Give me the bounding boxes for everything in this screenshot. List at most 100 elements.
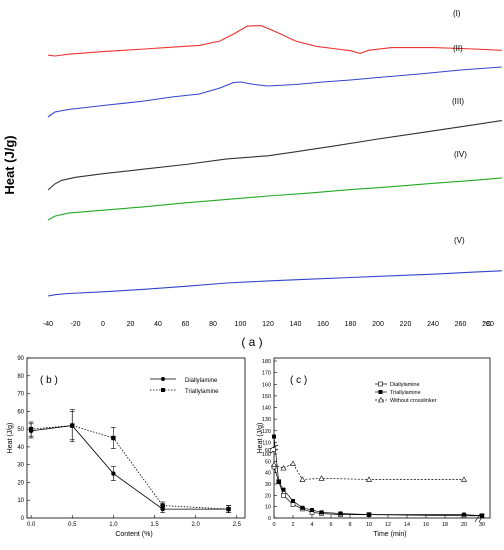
- x-tick-label-240: 240: [427, 321, 439, 328]
- data-point-triallylamine-2: [281, 487, 286, 492]
- x-tick-label-20: 20: [461, 522, 467, 528]
- panel-b-y-axis: 0 10 20 30 40 50 60 70 80 90: [17, 356, 30, 522]
- x-tick-label-40: -40: [43, 321, 53, 328]
- series-line-triallylamine: [31, 425, 229, 510]
- data-point-triallylamine-1: [276, 479, 281, 484]
- y-tick-label-120: 120: [262, 429, 271, 435]
- panel-c-series: [270, 434, 485, 519]
- y-tick-label-180: 180: [262, 359, 271, 365]
- legend-label-without-crosslinker: Without crosslinker: [390, 398, 437, 404]
- panel-c-legend: Diallylamine Triallylamine Without cross…: [375, 381, 437, 404]
- y-tick-label-50: 50: [17, 427, 24, 433]
- x-tick-label-1-0: 1.0: [109, 522, 118, 528]
- data-point-without-crosslinker-2: [289, 460, 297, 466]
- data-point-without-crosslinker-4: [318, 475, 325, 481]
- thermogram-curve-4: [47, 177, 502, 221]
- y-tick-label-50: 50: [265, 459, 271, 465]
- panel-a-x-unit: °C: [483, 320, 491, 328]
- legend-label-diallylamine: Diallylamine: [185, 378, 218, 384]
- y-tick-label-160: 160: [262, 382, 271, 388]
- data-point-triallylamine-3: [291, 499, 295, 503]
- data-point-without-crosslinker-5: [365, 476, 373, 482]
- y-tick-label-70: 70: [17, 392, 24, 398]
- x-tick-label-10: 10: [366, 522, 372, 528]
- x-tick-label-160: 160: [317, 321, 329, 328]
- y-tick-label-170: 170: [262, 371, 271, 377]
- x-tick-label-80: 80: [209, 321, 217, 328]
- panel-b: ( b ) Heat (J/g) Content (%) 0 10 20 30 40 50…: [7, 356, 246, 538]
- panel-b-xlabel: Content (%): [115, 531, 152, 538]
- data-point-triallylamine-9: [462, 512, 466, 517]
- y-tick-label-0: 0: [21, 516, 25, 522]
- x-tick-label-8: 8: [348, 522, 351, 528]
- y-tick-label-20: 20: [265, 493, 271, 499]
- thermogram-curve-3: [47, 120, 502, 191]
- y-tick-label-30: 30: [265, 482, 271, 488]
- data-point-triallylamine-0: [28, 426, 34, 432]
- x-tick-label-12: 12: [385, 522, 391, 528]
- x-tick-label-200: 200: [372, 321, 384, 328]
- x-tick-label-2-5: 2.5: [233, 522, 242, 528]
- legend-marker-triallylamine: [161, 388, 165, 392]
- x-tick-label-18: 18: [442, 522, 448, 528]
- thermogram-curve-5: [47, 270, 502, 297]
- data-point-triallylamine-8: [367, 512, 371, 517]
- x-tick-label-40: 40: [154, 321, 162, 328]
- x-tick-label-180: 180: [345, 321, 357, 328]
- x-tick-label-1-5: 1.5: [150, 522, 159, 528]
- thermogram-curve-1: [47, 25, 502, 57]
- data-point-without-crosslinker-1: [280, 465, 287, 471]
- x-tick-label-260: 260: [455, 321, 467, 328]
- x-tick-label-60: 60: [182, 321, 190, 328]
- data-point-triallylamine-7: [338, 511, 343, 516]
- legend-label-diallylamine: Diallylamine: [390, 382, 420, 388]
- y-tick-label-80: 80: [17, 374, 24, 380]
- x-tick-label-2: 2: [291, 522, 294, 528]
- y-tick-label-130: 130: [262, 417, 271, 423]
- series-line-triallylamine: [273, 436, 483, 517]
- y-tick-label-10: 10: [17, 498, 24, 504]
- y-tick-label-0: 0: [268, 516, 271, 522]
- data-point-triallylamine-6: [319, 510, 324, 515]
- x-tick-label-0-5: 0.5: [68, 522, 77, 528]
- legend-marker-without-crosslinker: [377, 396, 385, 403]
- panel-b-series: [28, 409, 232, 513]
- data-point-triallylamine-3: [160, 503, 165, 508]
- x-tick-label-30: 30: [479, 522, 485, 528]
- y-tick-label-60: 60: [17, 409, 24, 415]
- panel-b-label: ( b ): [40, 375, 58, 386]
- panel-c-xlabel: Time (min): [373, 531, 406, 538]
- x-tick-label-6: 6: [329, 522, 332, 528]
- x-tick-label-120: 120: [262, 321, 274, 328]
- data-point-triallylamine-1: [70, 423, 75, 428]
- legend-label-triallylamine: Triallylamine: [185, 389, 219, 395]
- y-tick-label-10: 10: [265, 505, 271, 511]
- panel-a-ylabel: Heat (J/g): [2, 135, 17, 194]
- legend-label-triallylamine: Triallylamine: [390, 390, 421, 396]
- data-point-without-crosslinker-6: [460, 476, 468, 482]
- legend-marker-triallylamine: [378, 390, 383, 394]
- panel-a: Heat (J/g) (I) (II) (III) (IV) (V) -40 -20 0 20…: [2, 9, 502, 349]
- series-line-diallylamine: [31, 425, 229, 510]
- x-tick-label-140: 140: [290, 321, 302, 328]
- data-point-triallylamine-5: [310, 508, 314, 513]
- legend-marker-diallylamine: [378, 381, 383, 387]
- x-tick-label-100: 100: [235, 321, 247, 328]
- panel-c-ylabel: Heat (J/g): [257, 423, 264, 454]
- thermogram-curve-2: [47, 66, 502, 118]
- x-tick-label-14: 14: [404, 522, 410, 528]
- data-point-triallylamine-0: [272, 434, 276, 439]
- y-tick-label-20: 20: [17, 480, 24, 486]
- panel-b-legend: Diallylamine Triallylamine: [150, 377, 219, 395]
- series-label-4: (IV): [454, 150, 467, 159]
- data-point-triallylamine-4: [300, 505, 305, 510]
- y-tick-label-40: 40: [17, 445, 24, 451]
- y-axis-break-gap: [272, 448, 276, 451]
- panel-c-label: ( c ): [290, 375, 307, 386]
- panel-a-curves: [47, 25, 502, 297]
- data-point-triallylamine-10: [480, 513, 484, 518]
- y-tick-label-150: 150: [262, 394, 271, 400]
- panel-c: ( c ) Heat (J/g) Time (min) 0 10 20 30 40 50 6…: [257, 357, 491, 538]
- y-tick-label-40: 40: [265, 471, 271, 477]
